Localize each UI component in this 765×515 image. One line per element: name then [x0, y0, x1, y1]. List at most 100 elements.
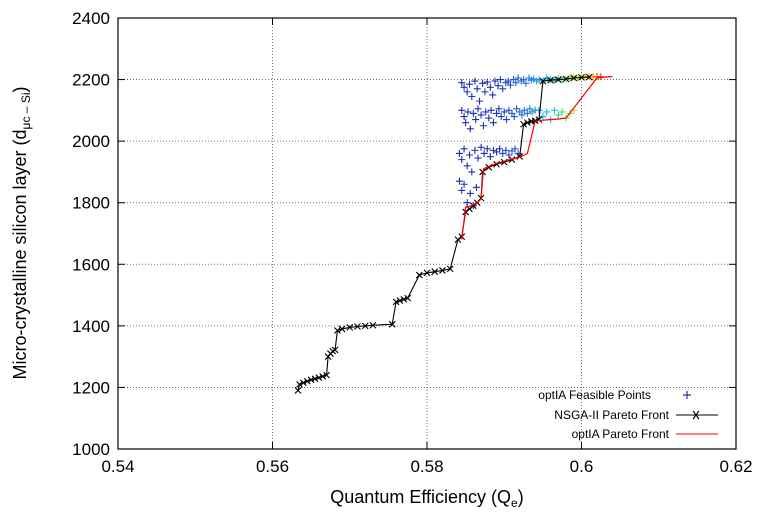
series-optia-pareto-front	[461, 75, 613, 240]
nsga-ii-point	[369, 321, 377, 329]
feasible-point	[497, 113, 505, 121]
plot-frame	[117, 17, 737, 450]
feasible-point	[458, 106, 466, 114]
nsga-ii-point	[300, 379, 307, 387]
nsga-ii-point	[446, 265, 454, 273]
feasible-point	[550, 106, 558, 114]
feasible-point	[455, 177, 463, 185]
feasible-point	[504, 77, 512, 85]
feasible-point	[476, 97, 484, 105]
feasible-point	[473, 85, 481, 93]
feasible-point	[487, 106, 495, 114]
y-tick-label: 2000	[72, 132, 110, 151]
feasible-point	[458, 79, 466, 87]
feasible-point	[493, 109, 501, 117]
feasible-point	[505, 151, 513, 159]
feasible-point	[481, 88, 489, 96]
feasible-point	[520, 76, 528, 84]
nsga-ii-point	[331, 346, 339, 354]
nsga-ii-point	[415, 271, 423, 279]
nsga-ii-point	[346, 324, 354, 331]
feasible-point	[535, 106, 543, 114]
nsga-ii-point	[454, 236, 462, 244]
nsga-ii-point	[294, 387, 302, 394]
x-axis-title: Quantum Efficiency (Qe)	[330, 487, 523, 510]
feasible-point	[578, 72, 585, 80]
nsga-ii-point	[524, 119, 531, 127]
nsga-ii-point	[311, 375, 319, 383]
x-tick-label: 0.62	[719, 457, 752, 476]
nsga-ii-point	[307, 376, 315, 384]
nsga-ii-point	[361, 322, 369, 330]
nsga-ii-point	[392, 298, 400, 306]
feasible-point	[499, 149, 507, 157]
feasible-point	[455, 149, 463, 157]
nsga-ii-point	[334, 327, 341, 334]
legend-label-nsga: NSGA-II Pareto Front	[554, 408, 669, 422]
nsga-ii-point	[578, 74, 585, 81]
feasible-point	[483, 145, 491, 153]
nsga-ii-point	[520, 120, 527, 128]
nsga-ii-point	[585, 73, 593, 81]
legend-label-feasible: optIA Feasible Points	[538, 388, 651, 402]
feasible-point	[472, 116, 480, 124]
y-axis-title: Micro-crystalline silicon layer (dμc – S…	[10, 87, 33, 380]
x-tick-label: 0.54	[101, 457, 134, 476]
x-tick-label: 0.56	[256, 457, 289, 476]
feasible-point	[491, 77, 499, 85]
feasible-point	[460, 180, 468, 188]
feasible-point	[494, 82, 502, 90]
feasible-point	[558, 108, 566, 116]
feasible-point	[543, 108, 551, 116]
nsga-ii-point	[323, 371, 330, 379]
feasible-point	[489, 146, 497, 154]
nsga-ii-point	[303, 377, 311, 385]
y-tick-label: 2200	[72, 71, 110, 90]
feasible-point	[489, 91, 497, 99]
grid-lines	[118, 18, 736, 449]
series-nsga-ii-pareto-front	[294, 73, 593, 394]
nsga-ii-point	[539, 77, 547, 85]
feasible-point	[511, 145, 519, 153]
feasible-point	[495, 105, 503, 113]
feasible-point	[479, 122, 487, 130]
feasible-point	[462, 119, 470, 127]
nsga-ii-point	[404, 294, 412, 302]
feasible-point	[471, 77, 479, 85]
feasible-point	[486, 153, 494, 161]
y-tick-label: 1800	[72, 194, 110, 213]
series-optia-feasible-points	[455, 72, 605, 210]
nsga-ii-point	[439, 267, 446, 274]
feasible-point	[458, 156, 466, 164]
nsga-ii-point	[423, 269, 431, 277]
nsga-ii-point	[338, 325, 346, 333]
x-tick-label: 0.6	[570, 457, 594, 476]
feasible-point	[554, 74, 562, 82]
feasible-point	[480, 149, 488, 157]
plot-background	[118, 18, 736, 449]
feasible-point	[465, 151, 473, 159]
feasible-point	[477, 111, 485, 119]
feasible-point	[460, 83, 468, 91]
legend-line-nsga	[676, 410, 718, 420]
y-tick-label: 1000	[72, 440, 110, 459]
feasible-point	[458, 186, 466, 194]
legend: optIA Feasible Points NSGA-II Pareto Fro…	[538, 388, 718, 441]
feasible-point	[483, 78, 491, 86]
feasible-point	[465, 80, 473, 88]
nsga-ii-point	[562, 75, 570, 83]
nsga-ii-point	[535, 116, 543, 123]
nsga-ii-point	[315, 374, 323, 381]
feasible-point	[482, 108, 490, 116]
nsga-ii-point	[388, 320, 396, 328]
feasible-point	[554, 111, 562, 119]
legend-marker-feasible	[683, 391, 691, 399]
optia-pareto-front-line	[461, 75, 613, 240]
feasible-point	[463, 199, 471, 207]
feasible-point	[471, 146, 479, 154]
feasible-point	[518, 111, 526, 119]
feasible-point	[466, 189, 474, 197]
feasible-point	[463, 88, 471, 96]
feasible-point	[500, 108, 508, 116]
feasible-point	[472, 183, 480, 191]
